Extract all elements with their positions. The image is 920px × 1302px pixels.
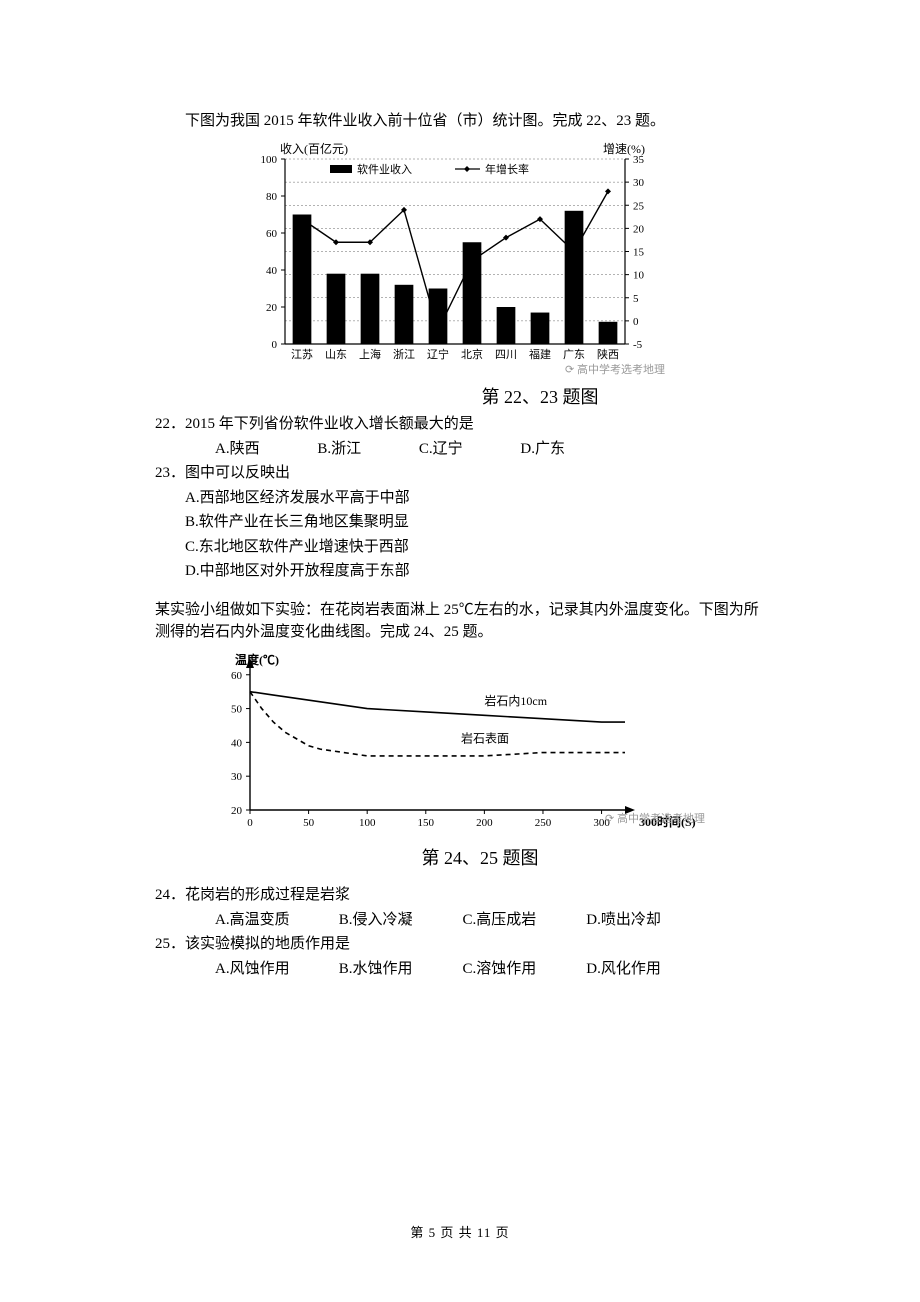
q23-c: C.东北地区软件产业增速快于西部 — [155, 536, 765, 559]
q25-a: A.风蚀作用 — [185, 958, 305, 981]
svg-text:15: 15 — [633, 246, 645, 258]
q22-a: A.陕西 — [185, 438, 260, 461]
svg-text:60: 60 — [231, 669, 243, 681]
chart1-caption: 第 22、23 题图 — [315, 384, 765, 411]
q24-stem: 24．花岗岩的形成过程是岩浆 — [155, 884, 765, 907]
svg-text:0: 0 — [633, 315, 639, 327]
q24-c: C.高压成岩 — [433, 909, 553, 932]
svg-text:上海: 上海 — [359, 347, 381, 361]
chart2-caption: 第 24、25 题图 — [195, 845, 765, 872]
q22-c: C.辽宁 — [389, 438, 463, 461]
q23-b: B.软件产业在长三角地区集聚明显 — [155, 511, 765, 534]
section1-intro: 下图为我国 2015 年软件业收入前十位省（市）统计图。完成 22、23 题。 — [155, 110, 765, 133]
svg-text:年增长率: 年增长率 — [485, 162, 529, 176]
q23-stem: 23．图中可以反映出 — [155, 462, 765, 485]
q25-options: A.风蚀作用 B.水蚀作用 C.溶蚀作用 D.风化作用 — [155, 958, 765, 981]
spacer — [155, 585, 765, 599]
svg-text:岩石内10cm: 岩石内10cm — [484, 693, 547, 708]
svg-text:200: 200 — [476, 817, 493, 829]
svg-text:30: 30 — [231, 771, 243, 783]
svg-text:北京: 北京 — [461, 347, 483, 361]
svg-text:40: 40 — [231, 737, 243, 749]
svg-text:5: 5 — [633, 292, 639, 304]
svg-text:浙江: 浙江 — [393, 348, 415, 361]
svg-text:辽宁: 辽宁 — [427, 347, 449, 361]
page: 下图为我国 2015 年软件业收入前十位省（市）统计图。完成 22、23 题。 … — [0, 0, 920, 1302]
svg-text:10: 10 — [633, 269, 645, 281]
svg-text:增速(%): 增速(%) — [603, 142, 645, 156]
svg-text:150: 150 — [418, 817, 435, 829]
svg-text:50: 50 — [231, 703, 243, 715]
spacer — [155, 874, 765, 884]
q24-d: D.喷出冷却 — [556, 909, 676, 932]
svg-text:陕西: 陕西 — [597, 347, 619, 361]
q23-d: D.中部地区对外开放程度高于东部 — [155, 560, 765, 583]
svg-text:80: 80 — [266, 191, 278, 203]
svg-text:25: 25 — [633, 200, 645, 212]
q25-stem: 25．该实验模拟的地质作用是 — [155, 933, 765, 956]
section2-intro: 某实验小组做如下实验：在花岗岩表面淋上 25℃左右的水，记录其内外温度变化。下图… — [155, 599, 765, 644]
q24-a: A.高温变质 — [185, 909, 305, 932]
q22-options: A.陕西 B.浙江 C.辽宁 D.广东 — [155, 438, 765, 461]
q25-c: C.溶蚀作用 — [433, 958, 553, 981]
svg-text:⟳ 高中学考选考地理: ⟳ 高中学考选考地理 — [605, 811, 705, 825]
q24-options: A.高温变质 B.侵入冷凝 C.高压成岩 D.喷出冷却 — [155, 909, 765, 932]
svg-text:⟳ 高中学考选考地理: ⟳ 高中学考选考地理 — [565, 362, 665, 376]
q23-a: A.西部地区经济发展水平高于中部 — [155, 487, 765, 510]
svg-text:软件业收入: 软件业收入 — [357, 162, 412, 176]
q22-b: B.浙江 — [287, 438, 361, 461]
svg-text:30: 30 — [633, 177, 645, 189]
chart2-svg: 2030405060050100150200250300岩石内10cm岩石表面温… — [195, 650, 715, 840]
page-footer: 第 5 页 共 11 页 — [0, 1223, 920, 1243]
svg-text:0: 0 — [272, 339, 278, 351]
svg-text:江苏: 江苏 — [291, 348, 313, 361]
q25-d: D.风化作用 — [556, 958, 676, 981]
chart1-svg: 020406080100-505101520253035江苏山东上海浙江辽宁北京… — [235, 139, 675, 379]
svg-text:收入(百亿元): 收入(百亿元) — [280, 141, 348, 156]
svg-text:四川: 四川 — [495, 349, 517, 361]
svg-text:福建: 福建 — [529, 347, 551, 361]
svg-text:岩石表面: 岩石表面 — [461, 730, 509, 745]
svg-text:广东: 广东 — [563, 348, 585, 361]
q22-d: D.广东 — [490, 438, 565, 461]
svg-text:60: 60 — [266, 228, 278, 240]
svg-text:温度(℃): 温度(℃) — [235, 652, 279, 667]
q22-stem: 22．2015 年下列省份软件业收入增长额最大的是 — [155, 413, 765, 436]
q25-b: B.水蚀作用 — [309, 958, 429, 981]
svg-text:20: 20 — [633, 223, 645, 235]
chart-24-25: 2030405060050100150200250300岩石内10cm岩石表面温… — [195, 650, 765, 873]
svg-text:100: 100 — [261, 154, 278, 166]
svg-text:20: 20 — [266, 302, 278, 314]
svg-text:40: 40 — [266, 265, 278, 277]
svg-text:0: 0 — [247, 817, 253, 829]
chart-22-23: 020406080100-505101520253035江苏山东上海浙江辽宁北京… — [235, 139, 765, 412]
svg-text:-5: -5 — [633, 339, 643, 351]
q24-b: B.侵入冷凝 — [309, 909, 429, 932]
svg-text:250: 250 — [535, 817, 552, 829]
svg-text:山东: 山东 — [325, 348, 347, 361]
svg-text:20: 20 — [231, 805, 243, 817]
svg-text:50: 50 — [303, 817, 315, 829]
svg-text:100: 100 — [359, 817, 376, 829]
